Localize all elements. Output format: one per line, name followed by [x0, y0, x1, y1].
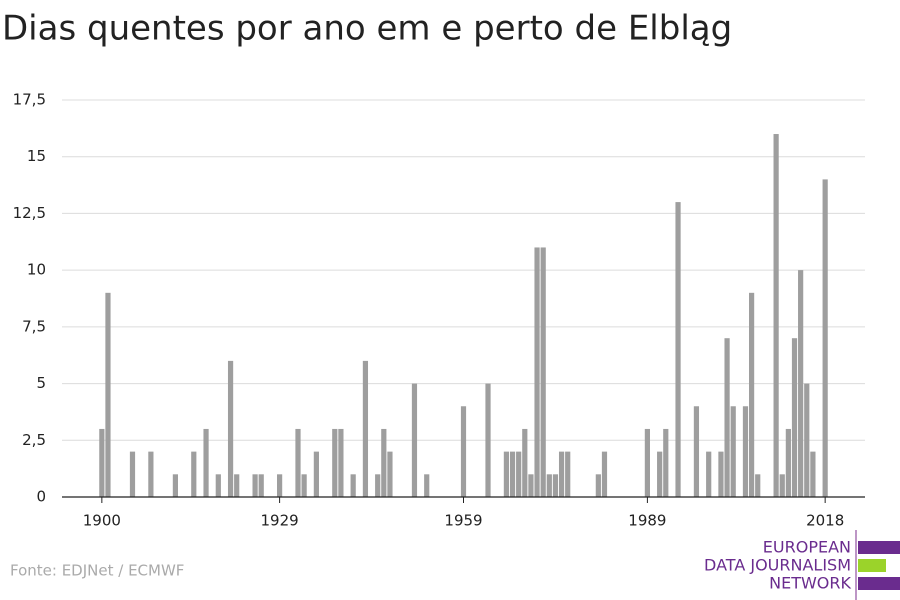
bar — [528, 474, 534, 497]
bar — [822, 179, 828, 497]
bar — [748, 292, 755, 497]
bar — [755, 474, 761, 497]
bar — [804, 383, 810, 497]
bar — [411, 383, 418, 497]
y-tick-label: 0 — [36, 488, 46, 506]
bar — [742, 406, 749, 497]
bar — [644, 428, 650, 497]
bar — [460, 406, 467, 497]
bar — [718, 451, 724, 497]
bar — [552, 474, 559, 497]
bar — [546, 474, 552, 497]
bar — [785, 428, 791, 497]
bar — [387, 451, 393, 497]
bar — [191, 451, 197, 497]
bar — [148, 451, 154, 497]
bar — [565, 451, 571, 497]
bar — [332, 428, 338, 497]
bar — [509, 451, 516, 497]
bar — [773, 134, 779, 497]
y-tick-label: 12,5 — [13, 204, 46, 222]
bar — [693, 406, 700, 497]
bar — [503, 451, 510, 497]
bar — [730, 406, 736, 497]
bar — [215, 474, 221, 497]
bar — [203, 428, 209, 497]
y-tick-label: 17,5 — [13, 91, 46, 109]
bar — [362, 360, 369, 497]
bar — [675, 202, 681, 498]
bar — [99, 428, 105, 497]
y-tick-label: 15 — [27, 147, 46, 165]
x-tick-label: 1989 — [628, 512, 666, 530]
logo-bar — [858, 559, 886, 572]
bar — [810, 451, 816, 497]
bar — [172, 474, 179, 497]
logo-text: DATA JOURNALISM — [704, 556, 851, 575]
bar — [522, 428, 528, 497]
x-tick-label: 1900 — [83, 512, 121, 530]
bar — [516, 451, 522, 497]
x-tick-label: 1959 — [444, 512, 482, 530]
y-tick-label: 5 — [36, 374, 46, 392]
x-tick-label: 2018 — [806, 512, 844, 530]
bar — [338, 428, 344, 497]
logo-bar — [858, 577, 900, 590]
logo-text: NETWORK — [769, 574, 851, 593]
bar — [277, 474, 283, 497]
bar — [798, 270, 804, 497]
bar — [558, 451, 565, 497]
bar — [301, 474, 307, 497]
bar — [295, 428, 301, 497]
bar — [534, 247, 540, 497]
bar — [601, 451, 608, 497]
bar — [424, 474, 430, 497]
bar — [663, 428, 669, 497]
source: Fonte: EDJNet / ECMWF — [10, 562, 184, 580]
bar — [350, 474, 356, 497]
bar — [227, 360, 234, 497]
bar — [258, 474, 264, 497]
bar — [485, 383, 491, 497]
y-tick-label: 7,5 — [22, 317, 46, 335]
bar — [375, 474, 381, 497]
chart-title: Dias quentes por ano em e perto de Elblą… — [2, 9, 732, 49]
x-tick-label: 1929 — [261, 512, 299, 530]
bar — [105, 292, 111, 497]
bar — [657, 451, 663, 497]
logo-text: EUROPEAN — [763, 538, 851, 557]
bar — [791, 338, 798, 497]
bar — [381, 428, 387, 497]
bar — [724, 338, 730, 497]
bar — [779, 474, 785, 497]
bar — [595, 474, 601, 497]
bar — [540, 247, 546, 497]
bar — [706, 451, 712, 497]
y-tick-label: 2,5 — [22, 431, 46, 449]
bar — [234, 474, 240, 497]
logo-bar — [858, 541, 900, 554]
bar — [313, 451, 319, 497]
y-tick-label: 10 — [27, 261, 46, 279]
bar — [252, 474, 258, 497]
bar — [129, 451, 136, 497]
